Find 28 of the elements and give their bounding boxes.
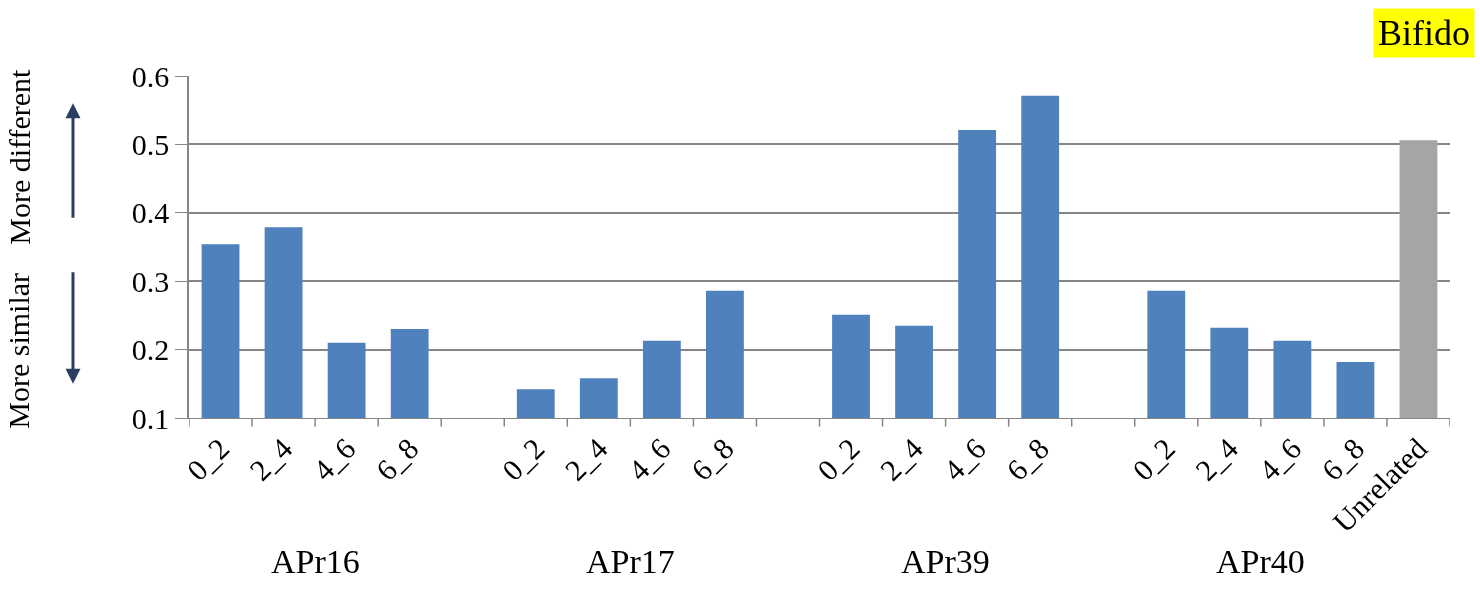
x-tick-label: 4_6 xyxy=(936,431,992,487)
x-tick-label: 4_6 xyxy=(1252,431,1308,487)
text: APr16 xyxy=(271,543,360,580)
text: APr40 xyxy=(1216,543,1305,580)
x-tick-label: 4_6 xyxy=(306,431,362,487)
x-tick-label: 6_8 xyxy=(999,431,1056,487)
y-tick-label: 0.5 xyxy=(131,127,170,161)
y-tick-label: 0.3 xyxy=(131,264,170,298)
x-tick-label: 2_4 xyxy=(873,431,929,487)
x-tick-label: 6_8 xyxy=(369,431,425,487)
x-tick-label: 2_4 xyxy=(1189,431,1245,487)
text: More similar xyxy=(1,272,35,429)
y-tick-label: 0.6 xyxy=(131,59,170,93)
x-tick-label: 0_2 xyxy=(1125,431,1182,487)
x-tick-label: 0_2 xyxy=(495,431,551,487)
x-tick-label: 2_4 xyxy=(243,431,299,487)
x-tick-label: 0_2 xyxy=(180,431,236,487)
chart-title: Bifido xyxy=(1378,13,1471,53)
text: APr17 xyxy=(586,543,675,580)
y-tick-label: 0.2 xyxy=(131,333,170,367)
y-tick-label: 0.4 xyxy=(131,196,170,230)
x-tick-label: 6_8 xyxy=(684,431,740,487)
x-tick-label: 4_6 xyxy=(621,431,677,487)
text: APr39 xyxy=(901,543,990,580)
x-tick-label: 2_4 xyxy=(558,431,614,487)
x-tick-label: 0_2 xyxy=(810,431,866,487)
y-tick-label: 0.1 xyxy=(131,401,170,435)
text: More different xyxy=(2,68,36,245)
